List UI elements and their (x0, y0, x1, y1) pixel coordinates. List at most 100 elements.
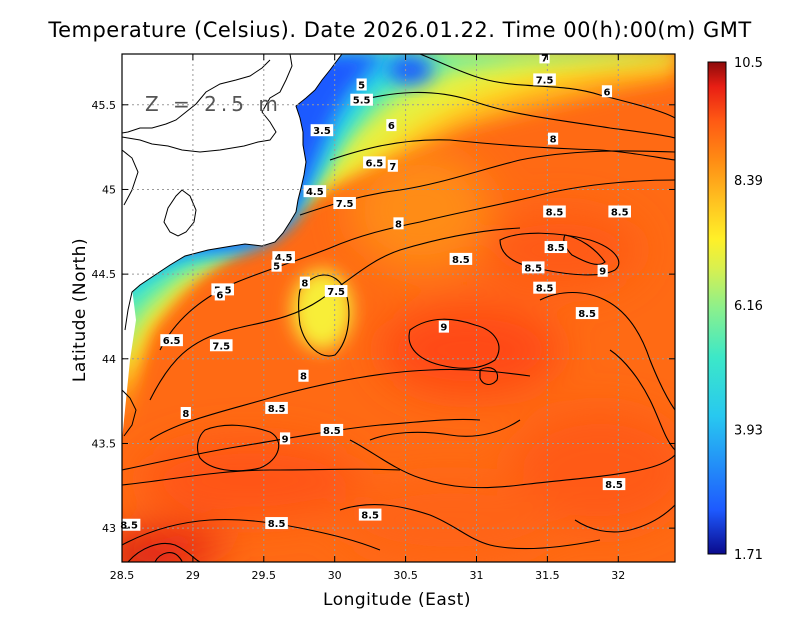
y-tick-label: 43 (102, 522, 116, 535)
colorbar-label: 3.93 (734, 424, 763, 439)
contour-label-bg (449, 252, 473, 265)
contour-label: 9 (597, 264, 608, 278)
contour-lines (122, 54, 675, 562)
contour-label-bg (320, 423, 344, 436)
contour-label: 8 (180, 406, 191, 420)
contour-label: 8 (298, 369, 309, 383)
contour-label: 5.5 (350, 93, 373, 107)
x-axis-label: Longitude (East) (323, 590, 471, 610)
contour-label: 7.5 (333, 197, 356, 210)
contour-label-bg (597, 264, 608, 277)
contour-label-bg (324, 285, 348, 298)
contour-label-text: 8 (300, 372, 307, 383)
contour-label-bg (575, 307, 599, 320)
contour-label-text: 8.5 (268, 404, 286, 415)
contour-label-bg (601, 85, 613, 98)
contour-label: 8 (393, 217, 404, 230)
temperature-field (122, 54, 675, 562)
contour-label: 8 (547, 132, 559, 146)
contour-label-text: 8.5 (361, 511, 379, 522)
contour-label: 8 (299, 276, 311, 290)
contour-label-bg (363, 156, 386, 169)
plot-frame (121, 53, 676, 563)
colorbar-labels: 10.5 8.39 6.16 3.93 1.71 (734, 56, 763, 563)
contour-label: 9 (438, 320, 449, 334)
contour-label: 7 (387, 159, 398, 173)
colorbar-label: 10.5 (734, 56, 763, 71)
contour-label: 9 (279, 432, 291, 445)
contour-label-text: 8.5 (547, 243, 565, 254)
contour-label: 6.5 (160, 334, 183, 347)
contour-label-bg (386, 119, 397, 132)
contour-label: 7 (539, 51, 550, 64)
contour-label-text: 8 (550, 135, 557, 146)
contour-label: 8.5 (265, 517, 288, 530)
contour-label-bg (299, 276, 311, 289)
contour-label-text: 5.5 (353, 96, 371, 107)
contour-label: 8.5 (320, 423, 344, 437)
x-tick-label: 31 (469, 569, 483, 582)
y-tick-label: 44.5 (92, 268, 117, 281)
contour-label: 8.5 (608, 205, 631, 218)
contour-label-bg (279, 432, 291, 445)
contour-label-text: 8 (182, 409, 189, 420)
contour-label-text: 8.5 (323, 426, 341, 437)
contour-label-text: 4.5 (306, 187, 324, 198)
contour-label-bg (180, 406, 191, 419)
contour-label-text: 5 (358, 80, 365, 91)
contour-label-text: 6.5 (366, 158, 384, 169)
contour-label-text: 8.5 (524, 263, 542, 274)
y-tick-label: 44 (102, 353, 116, 366)
colorbar: 10.5 8.39 6.16 3.93 1.71 (707, 56, 763, 563)
colorbar-label: 8.39 (734, 174, 763, 189)
contour-label-bg (543, 205, 566, 218)
contour-label-text: 8.5 (605, 480, 623, 491)
contour-label-bg (271, 259, 282, 272)
contour-label-text: 8.5 (120, 521, 138, 532)
contour-label-text: 7 (541, 53, 548, 64)
colorbar-label: 6.16 (734, 299, 763, 314)
contour-label-bg (265, 401, 288, 414)
contour-label: 8.5 (544, 241, 568, 254)
contour-label-text: 8.5 (536, 284, 554, 295)
contour-label-bg (533, 73, 556, 86)
y-tick-label: 45 (102, 183, 116, 196)
contour-label-bg (356, 78, 367, 91)
colorbar-gradient (707, 61, 727, 555)
contour-label: 3.5 (310, 124, 334, 137)
x-tick-label: 29.5 (252, 569, 277, 582)
contour-labels: 3.54.54.5555.55.56666.56.5777.57.57.57.5… (117, 51, 631, 532)
x-tick-label: 30.5 (393, 569, 418, 582)
contour-label-text: 7 (389, 162, 396, 173)
contour-label-text: 9 (599, 267, 606, 278)
coastline (122, 54, 343, 437)
contour-label-bg (265, 517, 288, 530)
contour-label-text: 8.5 (546, 207, 564, 218)
contour-label: 8.5 (265, 401, 288, 415)
contour-label: 6 (214, 288, 225, 301)
contour-label: 8.5 (543, 205, 566, 218)
contour-label-text: 7.5 (327, 287, 345, 298)
x-tick-label: 32 (611, 569, 625, 582)
contour-label-text: 6 (216, 290, 223, 301)
contour-label-bg (539, 51, 550, 64)
x-tick-label: 30 (328, 569, 342, 582)
x-tick-label: 29 (186, 569, 200, 582)
contour-label: 6 (386, 119, 397, 132)
contour-label: 8.5 (575, 307, 599, 320)
contour-label-bg (393, 217, 404, 230)
contour-label-bg (333, 197, 356, 210)
contour-label-bg (298, 369, 309, 382)
x-tick-label: 31.5 (535, 569, 560, 582)
contour-label-bg (521, 261, 545, 274)
contour-label-bg (209, 339, 233, 352)
contour-label: 7.5 (324, 285, 348, 298)
contour-label-bg (602, 478, 626, 491)
contour-label-text: 8 (395, 219, 402, 230)
contour-label-bg (438, 320, 449, 333)
contour-label-bg (350, 93, 373, 106)
axis-ticks: 28.5 29 29.5 30 30.5 31 31.5 32 43 43.5 44 44.5 45 45… (92, 54, 675, 582)
contour-label-text: 9 (282, 434, 289, 445)
contour-label-text: 7.5 (212, 341, 230, 352)
